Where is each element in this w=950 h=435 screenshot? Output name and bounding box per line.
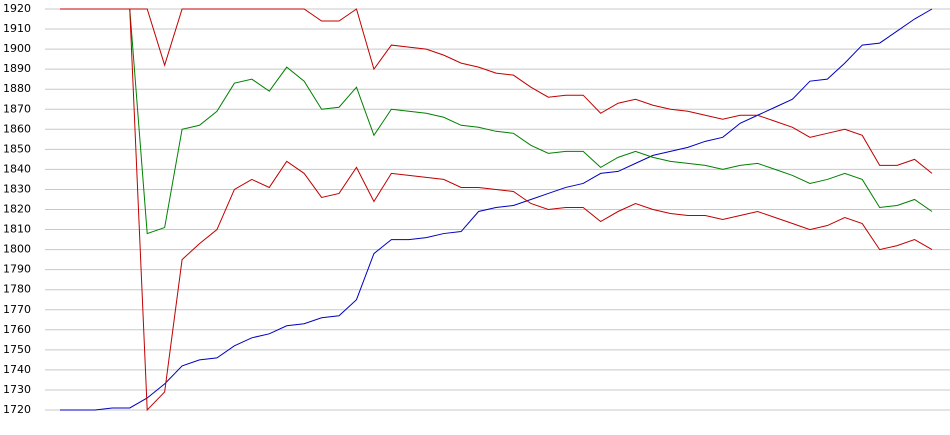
y-tick-label: 1800 <box>3 243 31 256</box>
series-line <box>60 8 933 412</box>
y-tick-label: 1850 <box>3 142 31 155</box>
y-tick-label: 1720 <box>3 403 31 416</box>
y-tick-label: 1880 <box>3 82 31 95</box>
y-tick-label: 1830 <box>3 182 31 195</box>
y-tick-label: 1820 <box>3 203 31 216</box>
y-tick-label: 1900 <box>3 42 31 55</box>
y-tick-label: 1920 <box>3 2 31 15</box>
series-line <box>60 8 933 411</box>
y-tick-label: 1840 <box>3 162 31 175</box>
y-tick-label: 1740 <box>3 363 31 376</box>
y-tick-label: 1750 <box>3 343 31 356</box>
y-tick-label: 1770 <box>3 303 31 316</box>
y-tick-label: 1870 <box>3 102 31 115</box>
y-tick-label: 1780 <box>3 283 31 296</box>
y-tick-label: 1760 <box>3 323 31 336</box>
y-tick-label: 1860 <box>3 122 31 135</box>
y-tick-label: 1890 <box>3 62 31 75</box>
series-line <box>60 8 933 174</box>
y-tick-label: 1730 <box>3 383 31 396</box>
y-tick-label: 1810 <box>3 223 31 236</box>
y-tick-label: 1790 <box>3 263 31 276</box>
series-line <box>60 8 933 235</box>
y-tick-label: 1910 <box>3 22 31 35</box>
